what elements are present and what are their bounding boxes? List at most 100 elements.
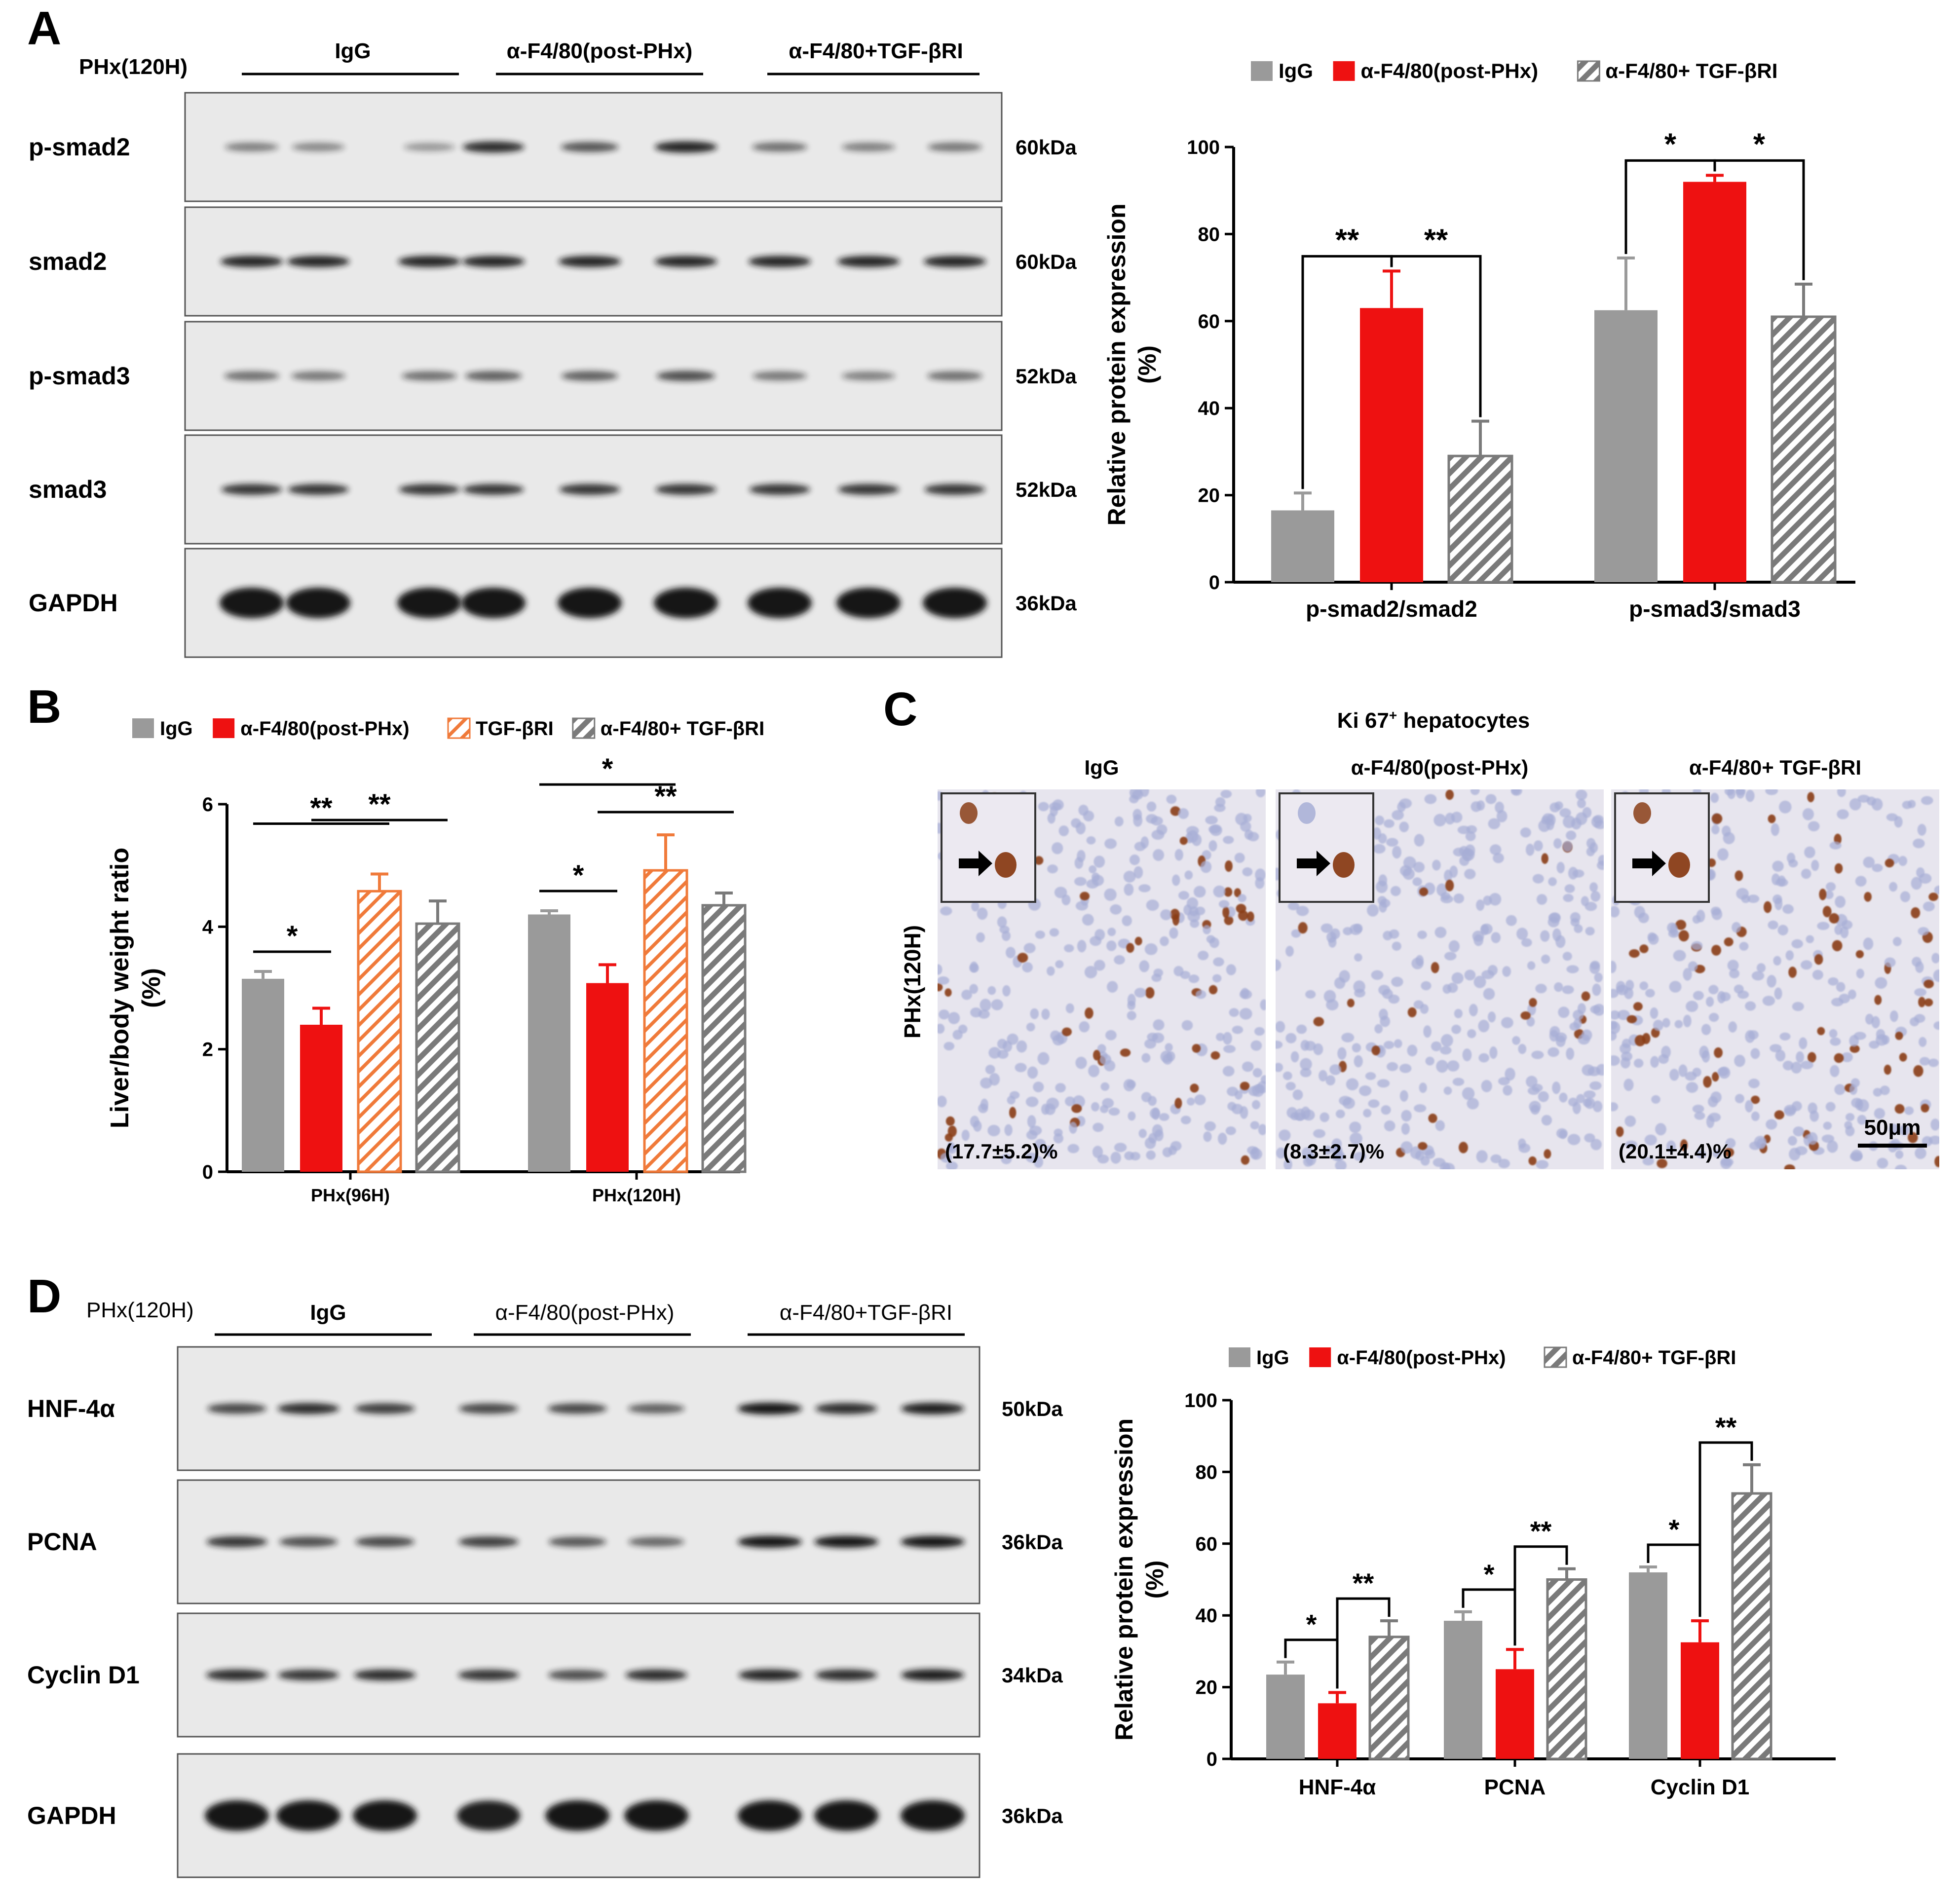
hematoxylin-nucleus — [943, 1042, 955, 1051]
hematoxylin-nucleus — [1250, 1121, 1259, 1130]
blot-condition-label: PHx(120H) — [86, 1298, 194, 1322]
blot-protein-label: GAPDH — [29, 589, 118, 617]
hematoxylin-nucleus — [1218, 900, 1230, 908]
ihc-image: α-F4/80(post-PHx) (8.3±2.7)% — [1276, 756, 1604, 1169]
hematoxylin-nucleus — [1489, 1046, 1498, 1059]
blot-band — [224, 371, 280, 381]
hematoxylin-nucleus — [1801, 868, 1811, 879]
hematoxylin-nucleus — [1150, 1108, 1160, 1119]
hematoxylin-nucleus — [1217, 1132, 1227, 1145]
hematoxylin-nucleus — [1913, 838, 1925, 849]
hematoxylin-nucleus — [1276, 959, 1282, 971]
ki67-positive-nucleus — [1711, 813, 1723, 824]
hematoxylin-nucleus — [1247, 1146, 1258, 1154]
hematoxylin-nucleus — [1473, 975, 1486, 988]
hematoxylin-nucleus — [1464, 969, 1476, 981]
hematoxylin-nucleus — [1708, 1113, 1721, 1122]
legend-label: IgG — [1256, 1347, 1289, 1369]
hematoxylin-nucleus — [1122, 915, 1132, 927]
ki67-positive-nucleus — [1895, 1032, 1903, 1040]
hematoxylin-nucleus — [1302, 1109, 1315, 1121]
hematoxylin-nucleus — [1030, 1008, 1039, 1019]
hematoxylin-nucleus — [1488, 1011, 1496, 1023]
hematoxylin-nucleus — [1387, 1062, 1398, 1071]
ki67-positive-nucleus — [1724, 937, 1734, 947]
blot-band — [752, 371, 807, 381]
bar — [1681, 1642, 1719, 1759]
blot-band — [738, 1669, 801, 1681]
hematoxylin-nucleus — [1624, 1116, 1636, 1127]
hematoxylin-nucleus — [1047, 864, 1058, 874]
ki67-positive-nucleus — [1884, 1064, 1891, 1075]
hematoxylin-nucleus — [1526, 1016, 1535, 1027]
hematoxylin-nucleus — [1242, 1061, 1254, 1072]
blot-band — [923, 256, 986, 267]
blot-band — [355, 1536, 415, 1547]
bar — [1546, 1578, 1587, 1760]
hematoxylin-nucleus — [1166, 794, 1177, 804]
ki67-positive-nucleus — [1520, 1011, 1531, 1020]
ihc-title: Ki 67+ hepatocytes — [1337, 707, 1530, 733]
hematoxylin-nucleus — [1384, 1120, 1395, 1131]
hematoxylin-nucleus — [1506, 915, 1517, 926]
hematoxylin-nucleus — [1582, 807, 1592, 818]
ki67-positive-nucleus — [1009, 1107, 1017, 1118]
hematoxylin-nucleus — [1732, 922, 1741, 933]
legend-swatch — [1333, 61, 1355, 81]
bar — [1731, 1492, 1772, 1760]
hematoxylin-nucleus — [1566, 1047, 1575, 1060]
hematoxylin-nucleus — [1503, 1085, 1512, 1096]
hematoxylin-nucleus — [1572, 869, 1584, 878]
hematoxylin-nucleus — [1478, 1053, 1489, 1063]
blot-band — [355, 1403, 415, 1414]
blot-group-label-igg: IgG — [335, 39, 371, 63]
y-tick-label: 0 — [1209, 572, 1220, 594]
blot-band — [901, 1536, 965, 1548]
hematoxylin-nucleus — [1496, 810, 1508, 822]
hematoxylin-nucleus — [1800, 1061, 1813, 1070]
ki67-positive-nucleus — [1751, 1095, 1760, 1104]
blot-band — [354, 1669, 416, 1681]
blot-band — [279, 1536, 338, 1547]
blot-band — [558, 256, 621, 267]
hematoxylin-nucleus — [1082, 914, 1094, 926]
hematoxylin-nucleus — [1384, 819, 1395, 828]
ki67-positive-nucleus — [1234, 888, 1241, 897]
hematoxylin-nucleus — [1717, 848, 1729, 861]
bar — [643, 869, 688, 1173]
hematoxylin-nucleus — [938, 1095, 947, 1108]
bar — [1594, 310, 1658, 582]
hematoxylin-nucleus — [1354, 953, 1362, 962]
hematoxylin-nucleus — [1079, 1021, 1090, 1033]
ki67-positive-nucleus — [1224, 887, 1233, 897]
hematoxylin-nucleus — [1556, 861, 1565, 874]
hematoxylin-nucleus — [1765, 789, 1778, 795]
y-tick-label: 60 — [1198, 311, 1220, 333]
hematoxylin-nucleus — [1410, 1146, 1422, 1159]
ki67-positive-nucleus — [1347, 999, 1355, 1007]
legend-swatch — [132, 718, 154, 738]
hematoxylin-nucleus — [1934, 885, 1939, 894]
hematoxylin-nucleus — [1829, 1029, 1838, 1038]
hematoxylin-nucleus — [1305, 1153, 1317, 1166]
hematoxylin-nucleus — [1734, 1094, 1744, 1104]
hematoxylin-nucleus — [1144, 1039, 1156, 1049]
blot-band — [901, 1800, 965, 1831]
hematoxylin-nucleus — [1242, 867, 1253, 877]
significance-label: ** — [1335, 223, 1359, 257]
blot-band — [628, 1537, 684, 1547]
hematoxylin-nucleus — [1775, 1049, 1786, 1062]
hematoxylin-nucleus — [1464, 869, 1476, 879]
hematoxylin-nucleus — [1286, 1107, 1298, 1118]
hematoxylin-nucleus — [978, 1009, 990, 1019]
hematoxylin-nucleus — [1088, 1065, 1100, 1078]
x-category-label: p-smad2/smad2 — [1306, 596, 1477, 622]
hematoxylin-nucleus — [946, 1161, 958, 1169]
hematoxylin-nucleus — [1692, 1105, 1704, 1113]
ki67-positive-nucleus — [1703, 1076, 1712, 1088]
hematoxylin-nucleus — [1848, 989, 1856, 1000]
hematoxylin-nucleus — [1933, 1021, 1939, 1030]
hematoxylin-nucleus — [1768, 920, 1778, 930]
hematoxylin-nucleus — [976, 932, 985, 943]
ki67-positive-nucleus — [1711, 945, 1721, 956]
